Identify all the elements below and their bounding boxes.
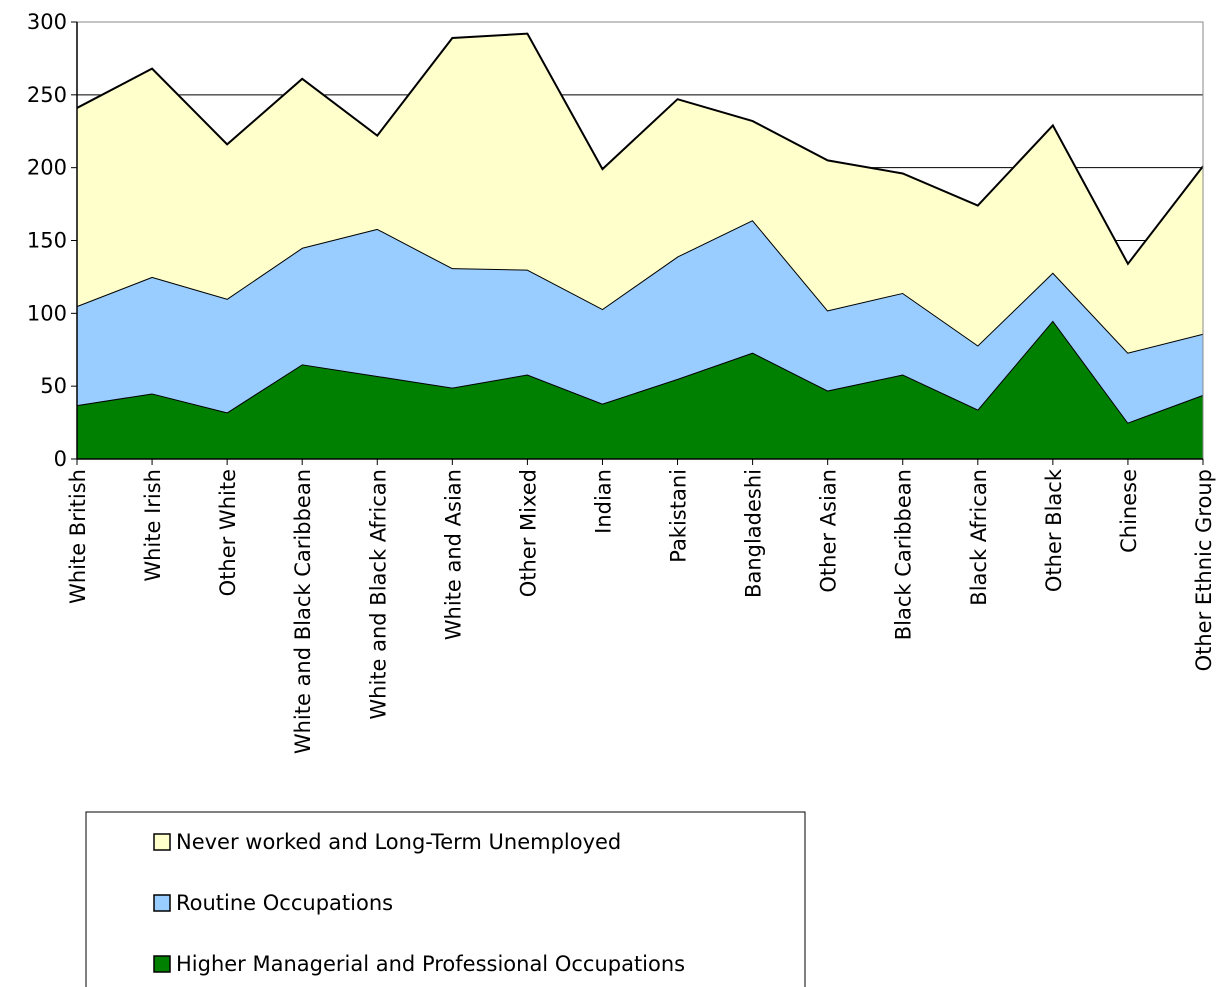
x-tick-label: Other Ethnic Group (1192, 469, 1216, 671)
y-tick-label: 300 (27, 10, 67, 34)
y-tick-label: 50 (40, 374, 67, 398)
x-tick-label: Bangladeshi (742, 469, 766, 598)
legend-label: Higher Managerial and Professional Occup… (176, 952, 685, 976)
x-tick-label: Pakistani (667, 469, 691, 563)
x-tick-label: Black Caribbean (892, 469, 916, 640)
x-tick-label: White and Asian (441, 469, 465, 640)
legend-label: Never worked and Long-Term Unemployed (176, 830, 621, 854)
y-tick-label: 100 (27, 301, 67, 325)
x-tick-label: White and Black Caribbean (291, 469, 315, 754)
legend-swatch (153, 955, 171, 973)
x-tick-label: White and Black African (366, 469, 390, 720)
x-tick-label: Other White (216, 469, 240, 596)
y-tick-label: 0 (54, 447, 67, 471)
y-tick-label: 150 (27, 229, 67, 253)
legend-label: Routine Occupations (176, 891, 393, 915)
area-2 (77, 33, 1203, 353)
x-tick-label: Black African (967, 469, 991, 606)
area-0 (77, 320, 1203, 459)
area-outline-2 (76, 32, 1204, 266)
x-tick-label: Chinese (1117, 469, 1141, 553)
x-tick-label: Other Black (1042, 468, 1066, 592)
x-tick-label: White British (66, 469, 90, 604)
x-tick-label: Other Mixed (516, 469, 540, 597)
legend-box (85, 811, 806, 987)
x-tick-label: Other Asian (817, 469, 841, 593)
area-1 (77, 220, 1203, 423)
legend-swatch (153, 833, 171, 851)
x-tick-label: White Irish (141, 469, 165, 582)
y-tick-label: 250 (27, 83, 67, 107)
x-tick-label: Indian (591, 469, 615, 534)
area-outline-0 (76, 319, 1204, 424)
y-tick-label: 200 (27, 156, 67, 180)
legend-swatch (153, 894, 171, 912)
